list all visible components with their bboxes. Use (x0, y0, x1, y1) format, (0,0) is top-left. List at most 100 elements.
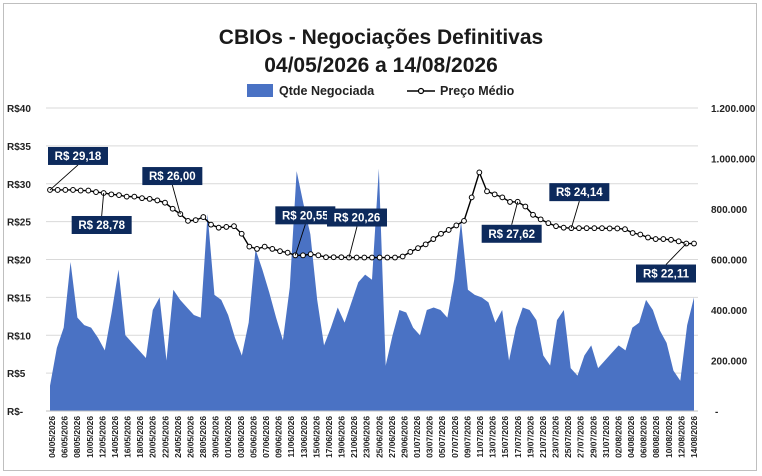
x-tick-label: 18/05/2026 (135, 416, 145, 458)
x-tick-label: 22/05/2026 (160, 416, 170, 458)
y-right-tick-label: 200.000 (711, 357, 748, 368)
preco-medio-point (629, 230, 636, 236)
preco-medio-point (139, 195, 145, 202)
callout-label: R$ 26,00 (149, 171, 196, 183)
x-tick-label: 10/08/2026 (664, 416, 674, 458)
callout-leader (101, 192, 105, 217)
preco-medio-point (491, 191, 498, 198)
preco-medio-point (392, 254, 398, 261)
x-tick-label: 13/07/2026 (488, 416, 498, 458)
preco-medio-point (530, 211, 536, 218)
x-tick-label: 09/06/2026 (274, 416, 284, 458)
preco-medio-point (208, 221, 214, 228)
preco-medio-point (54, 187, 61, 193)
y-left-tick-label: R$5 (7, 369, 26, 380)
preco-medio-point (353, 254, 360, 261)
callout-leader (665, 243, 687, 265)
y-left-tick-label: R$35 (7, 142, 31, 153)
preco-medio-point (622, 226, 628, 233)
preco-medio-point (438, 230, 444, 237)
preco-medio-point (645, 234, 651, 241)
y-left-tick-label: R$15 (7, 293, 31, 304)
preco-medio-point (399, 253, 406, 260)
preco-medio-point (261, 243, 268, 250)
y-left-tick-label: R$25 (7, 218, 31, 229)
x-tick-label: 12/08/2026 (676, 416, 686, 458)
preco-medio-point (315, 252, 322, 259)
preco-medio-point (85, 187, 92, 194)
preco-medio-point (583, 225, 590, 232)
y-left-tick-label: R$30 (7, 180, 31, 191)
x-tick-label: 07/06/2026 (261, 416, 271, 458)
x-tick-label: 04/08/2026 (626, 416, 636, 458)
y-right-tick-label: 600.000 (711, 256, 748, 267)
preco-medio-point (453, 222, 460, 229)
chart-subtitle: 04/05/2026 a 14/08/2026 (264, 54, 498, 77)
preco-medio-point (70, 187, 76, 193)
x-tick-label: 15/06/2026 (311, 416, 321, 458)
x-tick-label: 10/05/2026 (85, 416, 95, 458)
preco-medio-point (545, 220, 552, 227)
x-tick-label: 19/07/2026 (525, 416, 535, 458)
callout-label: R$ 29,18 (55, 151, 102, 163)
x-tick-label: 14/08/2026 (689, 416, 699, 458)
preco-medio-point (162, 199, 168, 206)
preco-medio-point (223, 224, 230, 230)
preco-medio-point (568, 225, 575, 232)
y-right-tick-label: 800.000 (711, 205, 748, 216)
callout-box (481, 224, 542, 243)
preco-medio-point (614, 225, 621, 232)
callout-label: R$ 28,78 (78, 220, 125, 232)
x-tick-label: 24/05/2026 (173, 416, 183, 458)
legend-marker-preco (417, 87, 425, 95)
x-tick-label: 02/08/2026 (613, 416, 623, 458)
preco-medio-point (192, 217, 199, 224)
callout-box (142, 167, 203, 186)
preco-medio-point (553, 223, 559, 230)
y-right-tick-label: 1.200.000 (711, 104, 756, 115)
callout-box (636, 264, 696, 283)
x-tick-label: 21/06/2026 (349, 416, 359, 458)
preco-medio-point (284, 249, 291, 256)
legend-label-preco: Preço Médio (440, 84, 515, 98)
legend: Qtde Negociada Preço Médio (247, 84, 515, 98)
preco-medio-point (507, 199, 513, 205)
callout-label: R$ 22,11 (643, 269, 690, 281)
preco-medio-point (292, 252, 299, 259)
x-tick-label: 06/08/2026 (639, 416, 649, 458)
callout-box (71, 215, 132, 234)
callout-box (327, 208, 387, 227)
callout-label: R$ 20,26 (334, 213, 381, 225)
qtde-negociada-series (50, 168, 694, 411)
x-tick-label: 11/07/2026 (475, 416, 485, 458)
x-tick-label: 26/05/2026 (185, 416, 195, 458)
x-tick-label: 16/05/2026 (123, 416, 133, 458)
y-right-tick-label: 1.000.000 (711, 155, 756, 166)
price-callouts: R$ 29,18 R$ 28,78 R$ 26,00 R$ 20,55 R$ 20,26… (48, 146, 696, 283)
preco-medio-point (116, 192, 122, 199)
x-tick-label: 31/07/2026 (601, 416, 611, 458)
preco-medio-point (93, 189, 99, 195)
x-tick-label: 11/06/2026 (286, 416, 296, 458)
x-tick-label: 21/07/2026 (538, 416, 548, 458)
chart-frame: CBIOs - Negociações Definitivas 04/05/20… (3, 3, 757, 471)
preco-medio-point (108, 191, 115, 198)
x-tick-label: 20/05/2026 (148, 416, 158, 458)
preco-medio-point (269, 245, 276, 252)
y-axis-left: R$- R$5 R$10 R$15 R$20 R$25 R$30 R$35 R$40 (7, 104, 31, 418)
y-axis-right: - 200.000 400.000 600.000 800.000 1.000.000 1.… (711, 104, 756, 418)
preco-medio-point (476, 169, 483, 176)
preco-medio-point (691, 240, 697, 247)
preco-medio-point (77, 187, 84, 194)
preco-medio-point (246, 243, 253, 250)
preco-medio-point (461, 217, 467, 224)
callout-label: R$ 27,62 (488, 229, 535, 241)
preco-medio-point (384, 254, 391, 261)
preco-medio-point (376, 254, 383, 261)
y-left-tick-label: R$10 (7, 331, 31, 342)
preco-medio-point (675, 238, 682, 245)
x-tick-label: 19/06/2026 (337, 416, 347, 458)
preco-medio-point (652, 236, 659, 242)
preco-medio-point (415, 245, 421, 252)
x-tick-label: 17/06/2026 (324, 416, 334, 458)
